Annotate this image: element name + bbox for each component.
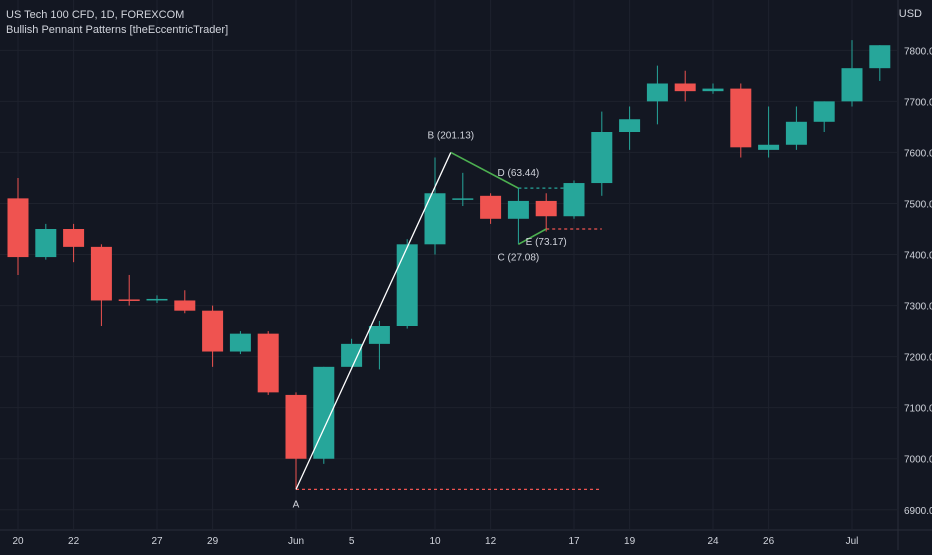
y-tick-label: 7000.0 [904, 455, 932, 466]
indicator-title[interactable]: Bullish Pennant Patterns [theEccentricTr… [6, 24, 229, 36]
currency-label: USD [898, 8, 922, 20]
point-label-b: B (201.13) [427, 130, 474, 141]
y-tick-label: 7200.0 [904, 353, 932, 364]
point-label-e: E (73.17) [526, 237, 567, 248]
candle-body [702, 88, 724, 92]
candle-body [368, 326, 390, 344]
candle-body [313, 366, 335, 459]
chart-legend: US Tech 100 CFD, 1D, FOREXCOM Bullish Pe… [6, 8, 228, 38]
x-tick-label: 27 [151, 536, 163, 547]
candle-body [257, 333, 279, 393]
candle-body [452, 198, 474, 200]
x-tick-label: 24 [707, 536, 719, 547]
candle-body [813, 101, 835, 122]
pennant-pattern: A B (201.13) C (27.08) D (63.44) E (73.17) [293, 130, 602, 510]
y-tick-label: 7700.0 [904, 97, 932, 108]
pennant-lower-line [518, 228, 547, 246]
y-tick-label: 7300.0 [904, 302, 932, 313]
x-tick-label: 10 [429, 536, 441, 547]
candle-body [563, 183, 585, 217]
candle-body [174, 300, 196, 311]
candle-body [7, 198, 29, 258]
point-label-c: C (27.08) [498, 252, 540, 263]
x-tick-label: Jul [846, 536, 859, 547]
y-tick-label: 7400.0 [904, 251, 932, 262]
candle-body [869, 45, 891, 69]
candle-body [202, 310, 224, 352]
candle-body [535, 200, 557, 217]
y-tick-label: 7800.0 [904, 46, 932, 57]
candle-body [730, 88, 752, 148]
x-tick-label: 26 [763, 536, 775, 547]
x-tick-label: 17 [568, 536, 580, 547]
y-tick-label: 7600.0 [904, 148, 932, 159]
candle-body [646, 83, 668, 102]
x-tick-label: 20 [12, 536, 24, 547]
pole-line [295, 152, 452, 490]
x-tick-label: 29 [207, 536, 219, 547]
candle-body [396, 244, 418, 326]
x-tick-label: 5 [349, 536, 355, 547]
y-tick-label: 7100.0 [904, 404, 932, 415]
candle-body [480, 195, 502, 219]
symbol-title[interactable]: US Tech 100 CFD, 1D, FOREXCOM [6, 9, 185, 21]
x-tick-label: 22 [68, 536, 80, 547]
candle-body [90, 246, 112, 301]
candles [7, 40, 891, 490]
candle-body [118, 299, 140, 301]
candle-body [674, 83, 696, 92]
x-tick-label: 19 [624, 536, 636, 547]
price-axis[interactable]: 6900.0 7000.0 7100.0 7200.0 7300.0 7400.0 7500… [904, 46, 932, 516]
y-tick-label: 6900.0 [904, 506, 932, 517]
y-tick-label: 7500.0 [904, 199, 932, 210]
point-label-d: D (63.44) [498, 168, 540, 179]
point-label-a: A [293, 499, 300, 510]
candle-body [619, 119, 641, 132]
x-tick-label: Jun [288, 536, 304, 547]
candle-body [146, 298, 168, 301]
candle-body [785, 121, 807, 145]
candle-body [591, 132, 613, 184]
candle-body [229, 333, 251, 352]
pennant-upper-line [450, 151, 519, 189]
candle-body [507, 200, 529, 219]
candle-body [424, 193, 446, 245]
candle-body [63, 229, 85, 247]
candle-body [841, 68, 863, 102]
candle-body [341, 343, 363, 367]
candle-body [758, 144, 780, 150]
candle-body [35, 229, 57, 258]
time-axis[interactable]: 20 22 27 29 Jun 5 10 12 17 19 24 26 Jul [12, 536, 858, 547]
x-tick-label: 12 [485, 536, 497, 547]
candle-body [285, 394, 307, 459]
